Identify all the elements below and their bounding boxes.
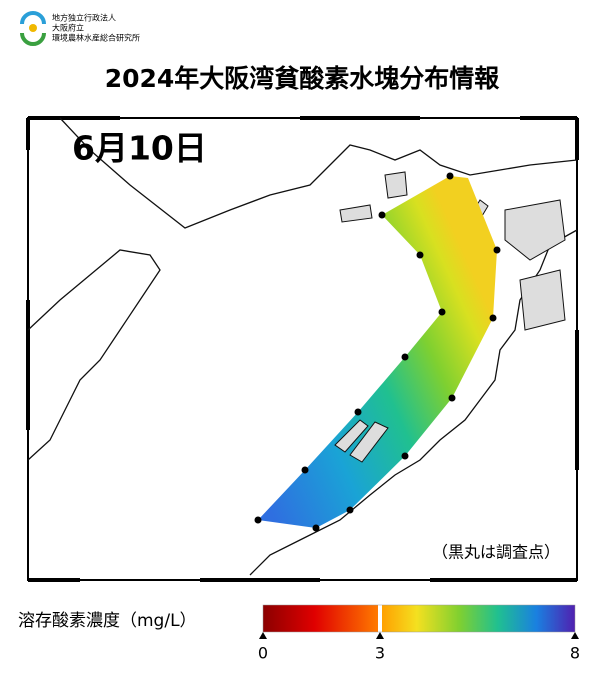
org-line: 大阪府立 bbox=[52, 23, 84, 33]
date-label: 6月10日 bbox=[72, 129, 207, 168]
logo bbox=[20, 11, 46, 46]
colorbar-low bbox=[263, 605, 378, 632]
colorbar-high bbox=[382, 605, 575, 632]
tick-mark bbox=[571, 632, 579, 639]
tick-mark bbox=[259, 632, 267, 639]
colorbar-label: 溶存酸素濃度（mg/L） bbox=[18, 611, 197, 631]
org-line: 環境農林水産総合研究所 bbox=[52, 33, 140, 43]
tick-label: 0 bbox=[258, 644, 268, 663]
colorbar-frame bbox=[262, 604, 576, 633]
title: 2024年大阪湾貧酸素水塊分布情報 bbox=[105, 64, 501, 93]
map bbox=[26, 116, 579, 582]
tick-mark bbox=[376, 632, 384, 639]
tick-label: 3 bbox=[375, 644, 385, 663]
map-note: （黒丸は調査点） bbox=[432, 543, 560, 562]
tick-label: 8 bbox=[570, 644, 580, 663]
org-line: 地方独立行政法人 bbox=[52, 13, 116, 23]
